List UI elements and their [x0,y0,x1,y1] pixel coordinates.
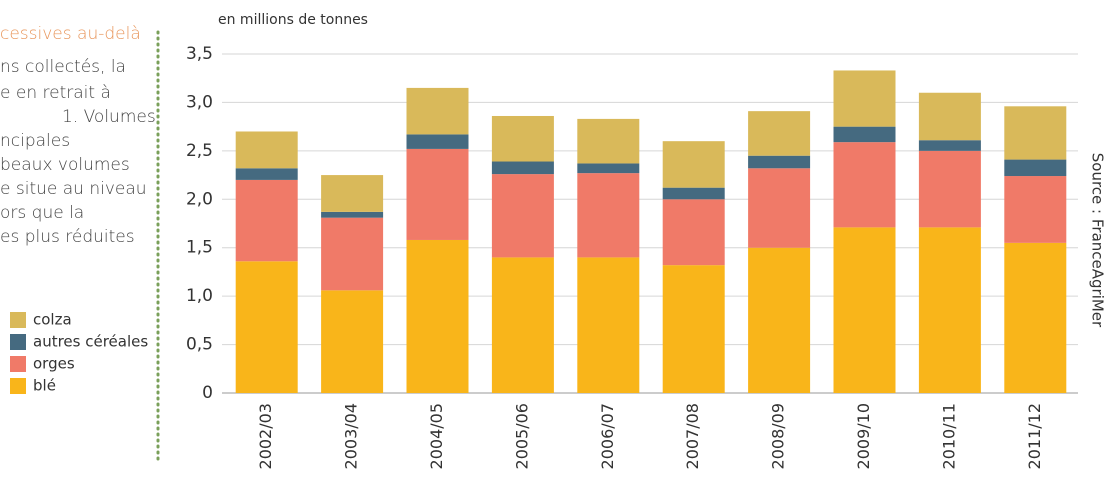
y-tick-label: 2,0 [186,189,213,209]
bar-segment [1004,176,1067,243]
bar-segment [1004,106,1067,160]
bar-segment [918,140,981,151]
bar-segment [491,257,554,393]
bar-segment [918,150,981,228]
bar-segment [748,247,811,393]
bar-segment [406,134,469,149]
bar-segment [406,239,469,393]
bar-segment [748,168,811,248]
legend-swatch [10,378,26,394]
bar-segment [321,211,384,218]
y-tick-label: 0,5 [186,335,213,355]
bar-segment [577,257,640,393]
sidebar-line: cessives au-delà [0,24,141,44]
bar-segment [235,168,298,180]
x-tick-label: 2005/06 [512,403,531,469]
bar-segment [1004,159,1067,177]
legend-swatch [10,356,26,372]
legend-label: orges [33,355,75,373]
y-tick-label: 3,0 [186,92,213,112]
x-tick-label: 2009/10 [854,403,873,469]
x-tick-label: 2003/04 [342,403,361,469]
sidebar-line: 1. Volumes [62,107,156,127]
bar-segment [577,163,640,174]
bar-segment [321,290,384,393]
bar-segment [491,115,554,162]
bar-segment [833,227,896,393]
sidebar-line: ors que la [0,203,85,223]
x-tick-label: 2010/11 [939,403,958,469]
bar-segment [406,148,469,240]
bar-segment [406,87,469,135]
x-tick-label: 2007/08 [683,403,702,469]
x-tick-label: 2002/03 [256,403,275,469]
bar-segment [491,161,554,175]
sidebar-line: beaux volumes [0,155,130,175]
bar-segment [833,126,896,143]
sidebar-text: cessives au-delà ns collectés, la e en ret… [0,0,158,479]
bar-segment [235,179,298,262]
sidebar-line: es plus réduites [0,227,135,247]
bar-segment [918,92,981,141]
x-tick-label: 2006/07 [598,403,617,469]
legend-label: colza [33,311,72,329]
legend-swatch [10,312,26,328]
x-tick-label: 2008/09 [769,403,788,469]
bar-segment [748,111,811,156]
y-tick-label: 0 [202,383,213,403]
y-tick-label: 1,0 [186,286,213,306]
bar-segment [321,175,384,212]
bar-segment [748,155,811,169]
sidebar-line: ncipales [0,131,71,151]
bar-segment [321,217,384,291]
bar-segment [662,265,725,393]
bar-segment [235,261,298,393]
bar-segment [491,174,554,258]
legend-swatch [10,334,26,350]
bar-segment [918,227,981,393]
bar-segment [235,131,298,169]
bar-segment [577,173,640,258]
legend-label: autres céréales [33,333,148,351]
bar-segment [833,142,896,228]
sidebar-line: e en retrait à [0,83,111,103]
y-axis-label: en millions de tonnes [218,12,368,28]
source: Source : FranceAgriMer [1089,153,1107,328]
x-tick-label: 2011/12 [1025,403,1044,469]
bar-segment [1004,242,1067,393]
bar-segment [833,70,896,127]
legend-label: blé [33,377,56,395]
y-tick-label: 1,5 [186,238,213,258]
x-tick-label: 2004/05 [427,403,446,469]
bar-segment [662,141,725,188]
bar-segment [577,118,640,164]
bar-segment [662,199,725,266]
bar-segment [662,187,725,200]
y-tick-label: 3,5 [186,44,213,64]
sidebar-line: e situe au niveau [0,179,147,199]
y-tick-label: 2,5 [186,141,213,161]
sidebar-line: ns collectés, la [0,57,126,77]
